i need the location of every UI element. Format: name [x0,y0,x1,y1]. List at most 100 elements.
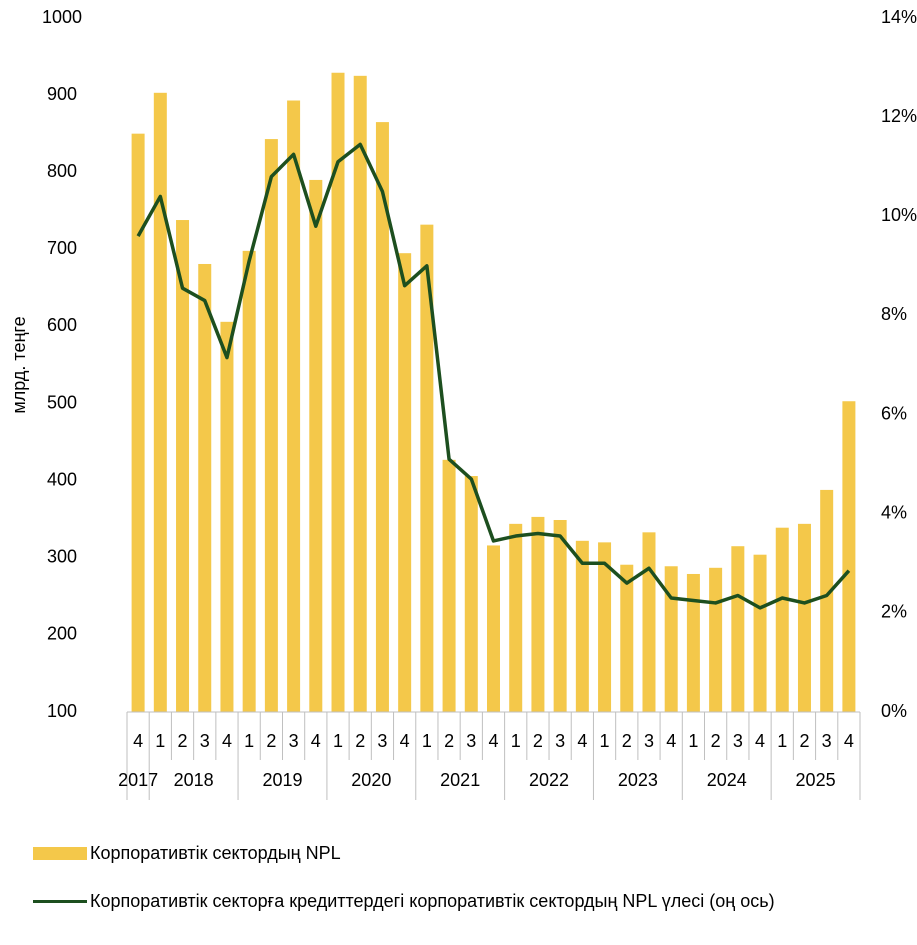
bar [309,179,323,712]
x-tick-label: 3 [466,731,476,751]
legend-swatch-line [33,900,87,903]
y2-tick-label: 10% [881,205,917,225]
x-group-label: 2024 [707,770,747,790]
bar [709,567,723,712]
bar [287,100,301,712]
y-tick-label: 300 [47,547,77,567]
x-tick-label: 4 [844,731,854,751]
x-group-label: 2021 [440,770,480,790]
bar [198,263,212,712]
bar [575,540,589,712]
x-group-label: 2022 [529,770,569,790]
x-tick-label: 1 [600,731,610,751]
bar [398,253,412,712]
x-tick-label: 1 [422,731,432,751]
x-tick-label: 4 [133,731,143,751]
x-group-label: 2017 [118,770,158,790]
y2-tick-label: 14% [881,7,917,27]
y2-tick-label: 8% [881,304,907,324]
x-tick-label: 1 [244,731,254,751]
bar [176,220,190,712]
y-tick-label: 500 [47,392,77,412]
x-tick-label: 4 [577,731,587,751]
x-group-label: 2018 [174,770,214,790]
x-tick-label: 4 [666,731,676,751]
y2-tick-label: 0% [881,701,907,721]
y-tick-label: 800 [47,161,77,181]
bar [731,546,745,712]
bar [620,564,634,712]
bar [820,489,834,712]
y-tick-label: 1000 [42,7,82,27]
bar [331,72,345,712]
bar [375,122,389,713]
x-tick-label: 4 [222,731,232,751]
x-tick-label: 4 [488,731,498,751]
x-tick-label: 3 [200,731,210,751]
x-group-label: 2020 [351,770,391,790]
bar [598,542,612,712]
x-tick-label: 1 [333,731,343,751]
y-tick-label: 600 [47,315,77,335]
bar [242,250,256,712]
x-tick-label: 2 [533,731,543,751]
bar [353,75,367,713]
x-tick-label: 3 [377,731,387,751]
legend-swatch-bar [33,847,87,860]
bar [420,224,434,712]
x-tick-label: 1 [688,731,698,751]
bar [464,476,478,712]
y-tick-label: 700 [47,238,77,258]
y2-tick-label: 12% [881,106,917,126]
legend-item: Корпоративтік сектордың NPL [33,842,917,864]
x-tick-label: 4 [400,731,410,751]
x-tick-label: 3 [733,731,743,751]
x-tick-label: 2 [444,731,454,751]
legend-item: Корпоративтік секторға кредиттердегі кор… [33,890,917,912]
x-tick-label: 1 [777,731,787,751]
x-tick-label: 3 [644,731,654,751]
chart: млрд. теңге 100 200 300 400 500 600 700 800 900 1… [9,7,917,800]
x-tick-label: 3 [822,731,832,751]
bar [686,573,700,712]
bar [642,532,656,712]
bar [509,523,523,712]
bar [264,139,278,712]
x-tick-label: 3 [289,731,299,751]
bar [664,566,678,712]
bar [753,554,767,712]
y-tick-label: 900 [47,84,77,104]
legend-label: Корпоративтік секторға кредиттердегі кор… [90,891,775,911]
y-tick-label: 100 [47,701,77,721]
x-tick-label: 2 [622,731,632,751]
y-tick-label: 400 [47,469,77,489]
line-series [136,142,851,610]
x-tick-label: 2 [799,731,809,751]
y2-tick-label: 4% [881,502,907,522]
bar [553,519,567,712]
x-group-label: 2019 [262,770,302,790]
x-tick-label: 2 [266,731,276,751]
x-group-label: 2023 [618,770,658,790]
x-group-label: 2025 [796,770,836,790]
y-axis-label: млрд. теңге [9,316,29,413]
y2-tick-label: 2% [881,602,907,622]
x-tick-label: 3 [555,731,565,751]
y2-tick-label: 6% [881,403,907,423]
bar [131,133,145,712]
bar [442,459,456,712]
x-tick-label: 2 [178,731,188,751]
bar [842,401,856,712]
bar [775,527,789,712]
x-tick-label: 2 [711,731,721,751]
x-tick-label: 4 [311,731,321,751]
bar [220,321,234,712]
x-tick-label: 1 [511,731,521,751]
y-tick-label: 200 [47,624,77,644]
bar [797,523,811,712]
bar [153,92,167,712]
x-tick-label: 2 [355,731,365,751]
x-tick-label: 1 [155,731,165,751]
x-tick-label: 4 [755,731,765,751]
